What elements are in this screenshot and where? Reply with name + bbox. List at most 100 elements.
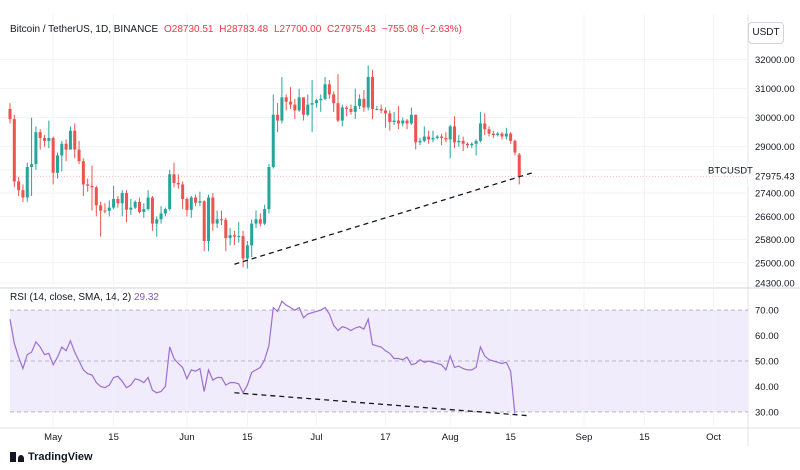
candle-body [30,164,34,167]
candle-body [301,97,305,115]
candle-body [379,108,383,111]
candle-body [120,193,124,204]
change-value: −755.08 (−2.63%) [381,24,462,35]
candle-body [345,107,349,109]
candle-body [336,103,340,121]
candle-body [64,143,68,150]
candle-body [55,155,59,173]
candle-body [409,114,413,124]
time-tick-label: 17 [380,432,391,443]
rsi-label[interactable]: RSI (14, close, SMA, 14, 2) [10,292,132,303]
symbol-title[interactable]: Bitcoin / TetherUS, 1D, BINANCE [10,24,159,35]
candle-body [228,235,232,239]
candle-body [323,84,327,99]
candle-body [453,126,457,143]
candle-body [401,120,405,124]
candle-body [250,223,254,246]
candle-body [60,143,64,156]
candle-body [8,108,12,120]
time-tick-label: Sep [576,432,593,443]
high-value: H28783.48 [219,24,269,35]
candle-body [142,209,146,212]
time-tick-label: 15 [505,432,516,443]
candle-body [422,136,426,141]
candle-body [478,123,482,141]
candle-body [25,167,29,198]
candle-body [172,174,176,183]
candle-body [12,119,16,182]
candle-body [34,132,38,165]
candle-body [457,140,461,143]
candle-body [276,114,280,121]
rsi-header: RSI (14, close, SMA, 14, 2) 29.32 [10,292,159,303]
rsi-tick-label: 30.00 [755,407,779,418]
candle-body [362,98,366,108]
price-tick-label: 29000.00 [755,142,795,153]
candle-body [483,123,487,130]
time-tick-label: 15 [242,432,253,443]
candle-body [332,94,336,104]
rsi-tick-label: 50.00 [755,357,779,368]
price-tick-label: 27400.00 [755,189,795,200]
rsi-band [10,310,748,412]
candle-body [310,103,314,105]
open-value: O28730.51 [163,24,214,35]
candle-body [414,114,418,143]
candle-body [81,161,85,185]
candle-body [21,190,25,198]
candle-body [383,110,387,114]
candle-body [207,197,211,242]
candle-body [125,193,129,210]
candle-body [509,133,513,141]
currency-button[interactable]: USDT [748,22,784,44]
candle-body [159,213,163,220]
candle-body [254,219,258,224]
candle-body [185,198,189,210]
time-tick-label: Oct [706,432,721,443]
candle-body [319,98,323,101]
candle-body [396,120,400,124]
candle-body [198,201,202,203]
candle-body [163,209,167,214]
candle-body [440,136,444,138]
tradingview-logo-icon [10,452,24,462]
candle-body [133,201,137,208]
candle-body [176,182,180,185]
candle-body [504,133,508,137]
tradingview-branding[interactable]: TradingView [10,451,93,463]
candle-body [103,210,107,212]
time-tick-label: 15 [639,432,650,443]
candle-body [340,107,344,121]
candle-body [181,184,185,199]
candle-body [43,137,47,141]
candle-body [435,136,439,138]
candle-body [112,198,116,208]
candle-body [202,201,206,242]
candle-body [448,126,452,140]
candle-body [94,187,98,206]
price-tick-label: 26600.00 [755,212,795,223]
candle-body [155,219,159,224]
candle-body [444,137,448,140]
candle-body [353,106,357,112]
candle-body [137,201,141,212]
close-value: C27975.43 [327,24,376,35]
price-trendline [234,172,533,265]
candle-body [500,133,504,137]
rsi-tick-label: 60.00 [755,331,779,342]
candle-body [517,154,521,177]
candle-body [129,207,133,210]
candle-body [86,184,90,186]
candle-body [245,245,249,259]
candle-body [146,197,150,210]
candle-body [293,104,297,111]
price-tag-background [748,162,800,187]
candle-body [224,219,228,239]
candle-body [371,77,375,109]
price-tick-label: 30000.00 [755,113,795,124]
candle-body [232,235,236,237]
rsi-line [9,300,516,414]
candle-body [513,140,517,153]
